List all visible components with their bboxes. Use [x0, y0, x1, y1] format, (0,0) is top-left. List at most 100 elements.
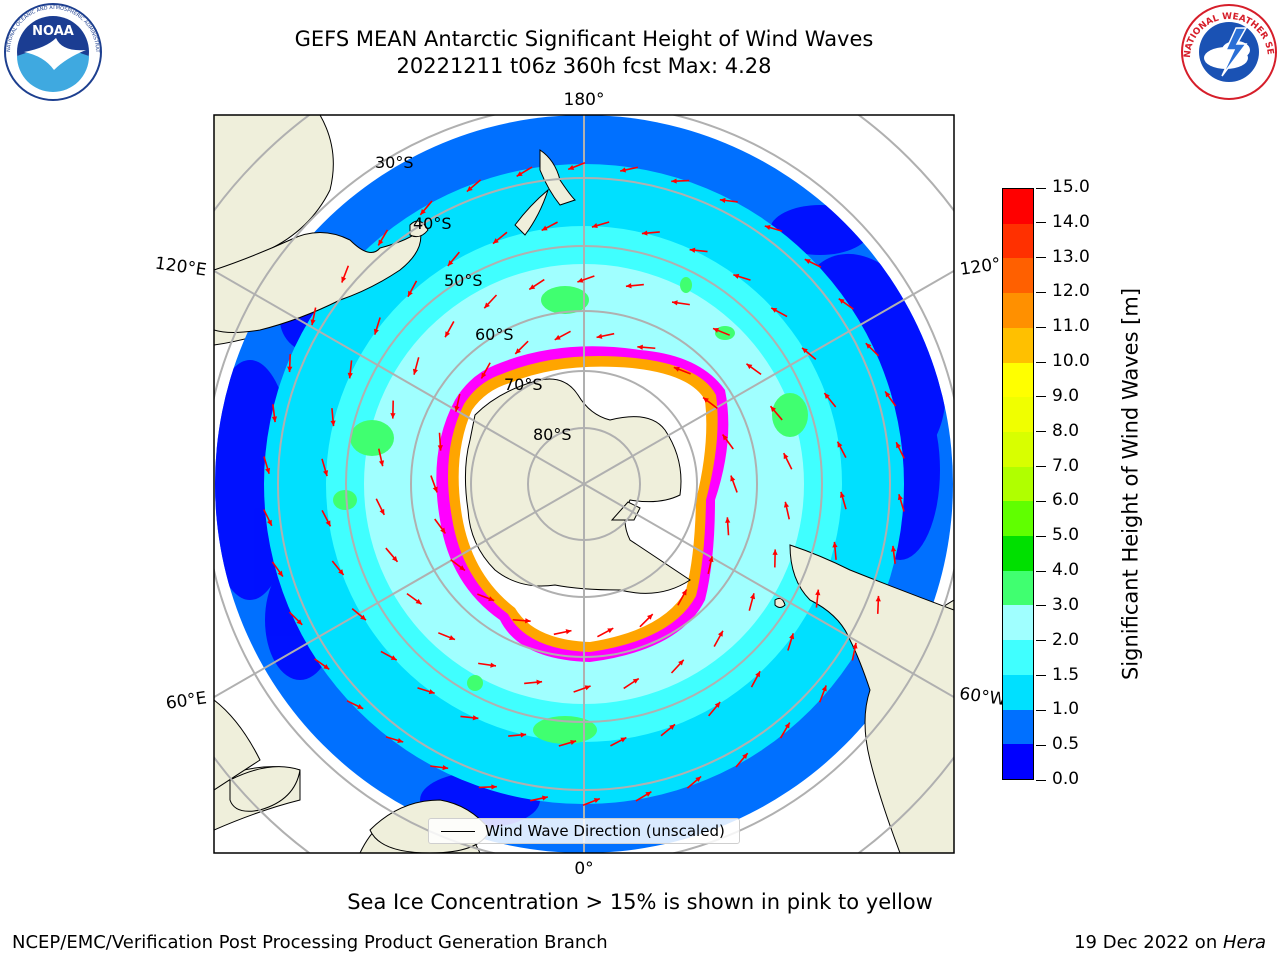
colorbar-tick-label: 8.0 — [1052, 420, 1080, 441]
wave-direction-arrow — [725, 517, 731, 536]
wave-direction-arrow — [478, 784, 497, 790]
wave-direction-arrow — [591, 221, 610, 229]
wave-direction-arrow — [779, 722, 791, 739]
colorbar-segment — [1003, 674, 1033, 710]
colorbar-tick — [1036, 779, 1046, 781]
footer-machine: Hera — [1222, 932, 1266, 953]
colorbar-segment — [1003, 431, 1033, 467]
wave-direction-arrow — [832, 541, 838, 560]
lat-label-80s: 80°S — [533, 425, 572, 444]
wave-direction-arrow — [577, 275, 595, 283]
wave-direction-arrow — [460, 715, 479, 721]
colorbar-tick — [1036, 291, 1046, 293]
colorbar-segment — [1003, 466, 1033, 502]
colorbar-segment — [1003, 501, 1033, 537]
colorbar-tick-label: 6.0 — [1052, 490, 1080, 511]
footer-org: NCEP/EMC/Verification Post Processing Pr… — [12, 932, 608, 953]
wave-direction-arrow — [897, 493, 905, 512]
map-frame — [213, 114, 955, 854]
wave-direction-arrow — [764, 225, 783, 232]
wave-direction-arrow — [721, 434, 734, 450]
wave-direction-arrow — [430, 475, 438, 493]
lat-label-60s: 60°S — [475, 325, 514, 344]
wave-direction-arrow — [437, 432, 443, 451]
wave-direction-arrow — [524, 679, 543, 685]
wave-direction-arrow — [385, 547, 399, 563]
lon-label-60w: 60°W — [958, 684, 1007, 710]
wave-direction-arrow — [671, 300, 690, 306]
wave-direction-arrow — [466, 179, 482, 193]
colorbar-tick — [1036, 500, 1046, 502]
wave-direction-arrow — [351, 608, 367, 621]
wave-direction-arrow — [787, 633, 795, 651]
wave-direction-arrow — [271, 404, 278, 423]
wave-direction-arrow — [573, 685, 591, 693]
footer-date: 19 Dec 2022 on Hera — [1074, 932, 1266, 953]
wave-direction-arrow — [770, 307, 788, 318]
colorbar-tick-label: 14.0 — [1052, 211, 1090, 232]
wave-direction-arrow — [895, 441, 905, 459]
wave-direction-arrow — [884, 390, 897, 407]
wave-direction-arrow — [554, 330, 571, 341]
wave-direction-arrow — [746, 363, 762, 376]
colorbar-tick-label: 9.0 — [1052, 385, 1080, 406]
colorbar-tick-label: 1.0 — [1052, 699, 1080, 720]
wave-direction-arrow — [430, 764, 449, 771]
nws-logo-icon: NATIONAL WEATHER SERVICE — [1176, 0, 1277, 100]
wave-direction-arrow — [686, 775, 702, 789]
lat-label-30s: 30°S — [375, 153, 414, 172]
colorbar-tick — [1036, 396, 1046, 398]
colorbar-segment — [1003, 397, 1033, 432]
colorbar-tick-label: 0.0 — [1052, 769, 1080, 789]
colorbar-segment — [1003, 709, 1033, 745]
colorbar-tick-label: 7.0 — [1052, 455, 1080, 476]
wave-direction-arrow — [287, 354, 293, 373]
wave-direction-arrow — [330, 408, 336, 427]
wave-direction-arrow — [314, 658, 330, 670]
wave-direction-arrow — [671, 178, 690, 184]
colorbar-tick — [1036, 709, 1046, 711]
wave-direction-arrow — [838, 298, 854, 310]
colorbar-title: Significant Height of Wind Waves [m] — [1118, 287, 1142, 681]
colorbar-segment — [1003, 640, 1033, 675]
sea-ice-note: Sea Ice Concentration > 15% is shown in … — [347, 890, 933, 914]
wave-direction-arrow — [553, 629, 572, 636]
colorbar-segment — [1003, 189, 1033, 224]
wave-direction-arrow — [730, 475, 738, 493]
colorbar-segment — [1003, 536, 1033, 571]
chart-subtitle: 20221211 t06z 360h fcst Max: 4.28 — [396, 54, 772, 78]
wave-direction-arrow — [865, 342, 880, 357]
wave-direction-arrow — [377, 229, 389, 246]
wave-direction-arrow — [288, 611, 303, 626]
wave-direction-arrow — [310, 307, 317, 326]
wave-direction-arrow — [377, 448, 385, 467]
colorbar-tick — [1036, 570, 1046, 572]
lat-label-50s: 50°S — [444, 271, 483, 290]
wave-direction-arrow — [597, 627, 614, 638]
wave-direction-arrow — [719, 197, 738, 204]
colorbar-tick-label: 13.0 — [1052, 246, 1090, 267]
chart-title: GEFS MEAN Antarctic Significant Height o… — [294, 27, 874, 51]
svg-text:NOAA: NOAA — [32, 24, 74, 39]
wave-direction-arrow — [380, 650, 398, 661]
wave-direction-arrow — [702, 396, 718, 409]
wave-direction-arrow — [528, 278, 545, 291]
high-wave-patches — [333, 277, 808, 744]
wave-direction-arrow — [639, 613, 654, 628]
colorbar-tick-label: 0.5 — [1052, 734, 1080, 755]
wave-direction-arrow — [263, 456, 271, 475]
wave-direction-arrow — [450, 559, 466, 572]
wave-direction-arrow — [373, 317, 381, 335]
wave-direction-arrow — [512, 618, 531, 624]
wave-direction-arrow — [412, 357, 420, 375]
wave-direction-arrow — [769, 405, 783, 421]
wave-direction-arrow — [735, 752, 749, 768]
wave-direction-arrow — [321, 458, 329, 477]
wave-direction-arrow — [890, 545, 897, 564]
wave-direction-arrow — [477, 593, 495, 602]
wave-direction-arrow — [733, 273, 751, 281]
colorbar-tick — [1036, 640, 1046, 642]
colorbar-segment — [1003, 293, 1033, 328]
colorbar-tick-label: 1.5 — [1052, 664, 1080, 685]
wave-direction-arrow — [417, 687, 435, 695]
